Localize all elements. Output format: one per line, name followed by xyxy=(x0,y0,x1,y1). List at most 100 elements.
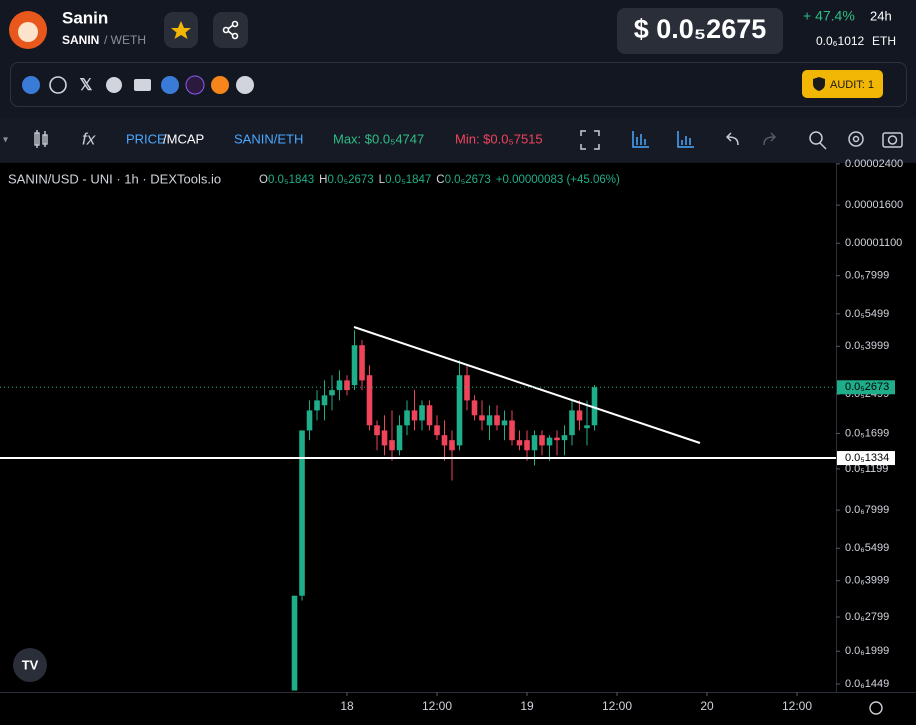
share-icon xyxy=(222,20,239,40)
social-links: 𝕏 xyxy=(22,75,254,95)
zoom-icon[interactable] xyxy=(809,131,823,145)
token-name: Sanin xyxy=(62,8,108,27)
candle-body xyxy=(539,435,545,446)
token-symbol: SANIN xyxy=(62,33,99,47)
link-icon[interactable] xyxy=(22,76,40,94)
x-tick-label: 18 xyxy=(340,699,354,713)
legend-key: O xyxy=(259,174,268,186)
chart-title: SANIN/USD - UNI · 1h · DEXTools.io xyxy=(8,171,221,186)
link-icon[interactable]: 𝕏 xyxy=(80,77,93,94)
candle-body xyxy=(524,440,530,451)
candle-body xyxy=(314,400,320,411)
share-button[interactable] xyxy=(213,12,248,48)
eth-unit: ETH xyxy=(872,34,896,48)
candle-body xyxy=(329,390,335,396)
candle-body xyxy=(366,375,373,426)
shield-icon xyxy=(813,77,825,91)
axis-settings-icon[interactable] xyxy=(869,701,883,715)
candle-body xyxy=(584,425,590,429)
x-tick-label: 12:00 xyxy=(602,699,632,713)
y-tick-label: 0.0₅1199 xyxy=(845,463,888,475)
token-pair: / WETH xyxy=(104,33,146,47)
link-icon[interactable] xyxy=(236,76,254,94)
candle-body xyxy=(336,380,343,391)
audit-button[interactable] xyxy=(802,70,883,98)
candle-body xyxy=(306,410,313,431)
candle-body xyxy=(449,440,455,451)
y-tick-label: 0.0₅1699 xyxy=(845,427,889,439)
legend-value: 0.0₅2673 xyxy=(445,174,491,186)
y-tick-label: 0.0₅7999 xyxy=(845,270,889,282)
candle-body xyxy=(381,430,388,446)
ohlc-legend: O0.0₅1843 H0.0₅2673 L0.0₅1847 C0.0₅2673 +0.0… xyxy=(259,174,620,186)
camera-icon[interactable] xyxy=(882,132,903,148)
x-tick-label: 12:00 xyxy=(422,699,452,713)
price-box xyxy=(617,8,783,54)
candle-body xyxy=(554,437,560,441)
links-bar xyxy=(10,62,907,107)
legend-value: 0.0₅2673 xyxy=(327,174,373,186)
trend-line-drawing xyxy=(353,326,701,444)
toolbar xyxy=(0,118,916,162)
candle-body xyxy=(299,430,305,596)
candle-body xyxy=(351,345,358,386)
volume-icon[interactable] xyxy=(632,131,649,148)
legend-key: H xyxy=(319,174,327,186)
toolbar-menu[interactable]: ▾ xyxy=(3,135,8,146)
candle-body xyxy=(344,380,350,391)
candle-body xyxy=(464,375,470,401)
legend-value: 0.0₅1847 xyxy=(385,174,431,186)
link-icon[interactable] xyxy=(161,76,179,94)
candle-body xyxy=(479,415,485,421)
legend-key: L xyxy=(379,174,386,186)
settings-icon[interactable] xyxy=(848,131,864,147)
candle-body xyxy=(411,410,418,421)
fullscreen-icon[interactable] xyxy=(580,130,600,150)
link-icon[interactable] xyxy=(211,76,229,94)
candle-body xyxy=(291,595,298,691)
candle-body xyxy=(509,420,515,441)
y-tick-label: 0.00002400 xyxy=(845,158,903,170)
candle-body xyxy=(456,375,463,446)
pair-toggle[interactable]: SANIN/ETH xyxy=(234,131,303,146)
candle-body xyxy=(516,440,523,446)
y-tick-label: 0.0₅5499 xyxy=(845,308,889,320)
toolbar-icons xyxy=(580,130,903,150)
y-tick-label: 0.0₅3999 xyxy=(845,340,889,352)
chart-icon[interactable] xyxy=(677,131,694,148)
y-tick-label: 0.0₆7999 xyxy=(845,504,889,516)
min-price: Min: $0.0₅7515 xyxy=(455,131,543,146)
redo-icon[interactable] xyxy=(763,132,777,146)
candle-body xyxy=(434,425,440,436)
indicators-icon[interactable]: fx xyxy=(82,129,96,148)
candle-body xyxy=(546,437,553,446)
candle-body xyxy=(441,435,448,446)
price-change: + 47.4% xyxy=(803,8,855,24)
undo-icon[interactable] xyxy=(725,132,739,146)
change-period: 24h xyxy=(870,8,892,23)
star-icon xyxy=(171,21,191,39)
candle-body xyxy=(359,345,365,381)
candle-body xyxy=(321,395,328,406)
y-tick-label: 0.0₆2799 xyxy=(845,611,889,623)
y-tick-label: 0.0₆1449 xyxy=(845,678,889,690)
link-icon[interactable] xyxy=(106,77,122,93)
hline-label: 0.0₅1334 xyxy=(845,452,889,464)
x-tick-label: 20 xyxy=(700,699,714,713)
candle-type-icon[interactable] xyxy=(34,130,48,148)
legend-value: 0.0₅1843 xyxy=(268,174,314,186)
token-price: $ 0.0₅2675 xyxy=(634,14,767,44)
tradingview-logo[interactable] xyxy=(13,648,47,682)
y-tick-label: 0.0₆3999 xyxy=(845,575,889,587)
candle-body xyxy=(404,410,410,426)
link-icon[interactable] xyxy=(134,79,151,91)
link-icon[interactable] xyxy=(49,76,67,94)
x-tick-label: 12:00 xyxy=(782,699,812,713)
legend-change: +0.00000083 (+45.06%) xyxy=(496,174,620,186)
link-icon[interactable] xyxy=(185,75,205,95)
price-toggle[interactable]: PRICE xyxy=(126,131,166,146)
candle-body xyxy=(486,415,493,426)
mcap-toggle[interactable]: /MCAP xyxy=(163,131,204,146)
last-price-badge xyxy=(837,380,895,395)
